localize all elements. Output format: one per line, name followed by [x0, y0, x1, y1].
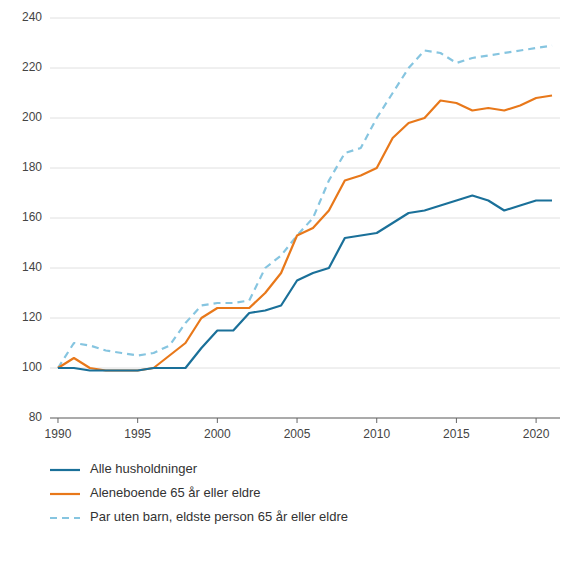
legend: Alle husholdninger Aleneboende 65 år elle… [50, 461, 348, 524]
y-tick-label: 120 [22, 310, 42, 324]
x-tick [376, 418, 377, 423]
series-line [58, 96, 552, 371]
y-tick-label: 240 [22, 10, 42, 24]
x-tick-label: 1990 [45, 427, 72, 441]
grid-line [50, 268, 560, 269]
series-line [58, 196, 552, 371]
y-tick-label: 160 [22, 210, 42, 224]
x-tick-label: 2005 [284, 427, 311, 441]
legend-swatch [50, 493, 80, 495]
legend-label: Par uten barn, eldste person 65 år eller… [90, 509, 348, 524]
grid-line [50, 418, 560, 419]
grid-line [50, 218, 560, 219]
x-tick-label: 2015 [443, 427, 470, 441]
grid [50, 18, 560, 418]
grid-line [50, 118, 560, 119]
y-tick-label: 220 [22, 60, 42, 74]
lines [58, 46, 552, 371]
x-tick-label: 2020 [523, 427, 550, 441]
y-tick-label: 200 [22, 110, 42, 124]
x-axis-line [50, 418, 560, 419]
y-tick-label: 140 [22, 260, 42, 274]
x-tick [297, 418, 298, 423]
x-tick [57, 418, 58, 423]
legend-label: Alle husholdninger [90, 461, 198, 476]
series-line [58, 46, 552, 369]
y-tick-label: 100 [22, 360, 42, 374]
legend-label: Aleneboende 65 år eller eldre [90, 485, 261, 500]
grid-line [50, 168, 560, 169]
x-tick [456, 418, 457, 423]
y-tick-label: 80 [29, 410, 43, 424]
x-tick-label: 2010 [363, 427, 390, 441]
grid-line [50, 18, 560, 19]
x-tick-label: 1995 [124, 427, 151, 441]
x-tick [536, 418, 537, 423]
x-tick [217, 418, 218, 423]
chart: 80 100 120 140 160 180 200 220 240 1990 1995 2000 20… [0, 0, 576, 568]
grid-line [50, 368, 560, 369]
legend-swatch [50, 517, 80, 519]
y-tick-label: 180 [22, 160, 42, 174]
grid-line [50, 318, 560, 319]
x-tick-label: 2000 [204, 427, 231, 441]
legend-swatch [50, 469, 80, 471]
x-tick [137, 418, 138, 423]
grid-line [50, 68, 560, 69]
